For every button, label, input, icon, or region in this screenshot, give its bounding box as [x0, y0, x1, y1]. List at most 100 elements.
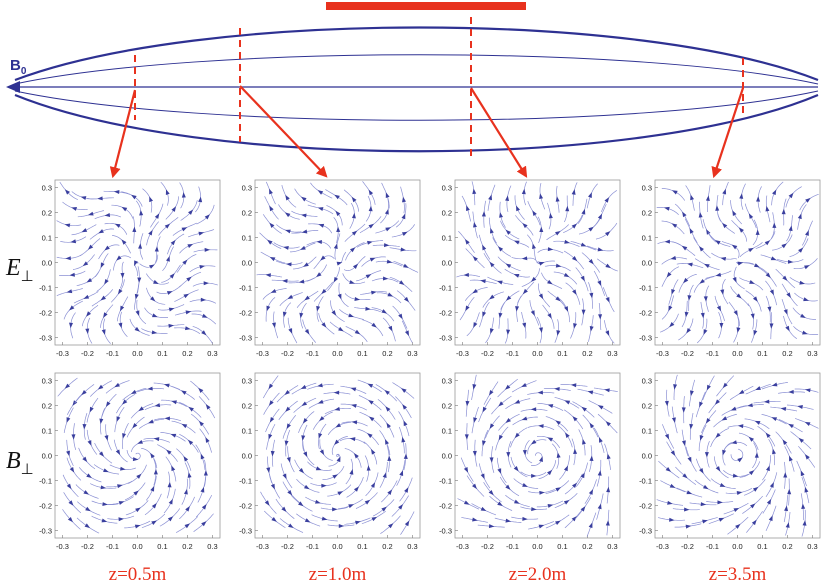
streamline [466, 312, 480, 337]
streamline [785, 186, 802, 208]
stream-arrow [148, 229, 153, 236]
stream-arrow [547, 437, 554, 442]
stream-arrow [114, 382, 120, 388]
stream-arrow [588, 192, 592, 199]
x-tick-label: 0.1 [557, 349, 567, 358]
stream-arrow [198, 420, 204, 427]
stream-arrow [496, 280, 503, 285]
stream-arrow [687, 262, 693, 267]
streamline [197, 476, 206, 503]
stream-arrow [368, 416, 375, 422]
stream-arrow [367, 240, 373, 245]
stream-arrow [334, 406, 341, 411]
stream-arrow [765, 272, 771, 278]
stream-arrow [353, 486, 359, 492]
x-tick-label: -0.1 [306, 349, 319, 358]
stream-arrow [504, 384, 511, 390]
stream-arrow [331, 310, 337, 316]
y-tick-label: 0.2 [442, 402, 452, 411]
stream-arrow [368, 223, 375, 229]
x-tick-label: 0.2 [382, 542, 392, 551]
stream-arrow [66, 450, 70, 457]
stream-arrow [131, 194, 137, 200]
streamline [86, 397, 99, 423]
streamline [125, 500, 149, 516]
stream-arrow [684, 311, 689, 318]
x-tick-label: 0.0 [332, 349, 342, 358]
streamline [799, 193, 819, 211]
y-tick-label: -0.2 [639, 502, 652, 511]
streamline [492, 237, 512, 257]
stream-plot: -0.3 -0.3 -0.2 -0.2 -0.1 -0.1 0.0 0.0 0.1 0.1 0.2 0… [39, 372, 221, 551]
stream-arrow [403, 296, 409, 303]
stream-arrow [302, 418, 308, 424]
stream-arrow [64, 223, 71, 228]
streamline [298, 411, 315, 434]
stream-arrow [203, 470, 208, 476]
stream-arrow [205, 404, 211, 410]
x-tick-label: 0.0 [732, 349, 742, 358]
stream-arrow [180, 390, 187, 395]
stream-arrow [686, 490, 693, 495]
stream-arrow [605, 520, 610, 526]
x-tick-label: -0.1 [706, 349, 719, 358]
stream-arrow [738, 389, 745, 395]
stream-arrow [539, 456, 543, 462]
stream-arrow [348, 504, 354, 509]
streamline [505, 494, 530, 507]
stream-arrow [170, 433, 177, 438]
stream-arrow [115, 449, 121, 456]
stream-arrow [269, 417, 275, 423]
stream-arrow [122, 399, 128, 405]
stream-arrow [772, 222, 777, 228]
stream-arrow [769, 323, 774, 329]
stream-arrow [333, 390, 340, 395]
x-tick-label: 0.2 [782, 542, 792, 551]
streamline [391, 224, 415, 238]
x-tick-label: 0.1 [157, 349, 167, 358]
stream-arrow [381, 506, 387, 512]
streamline [281, 185, 297, 208]
stream-arrow [489, 423, 495, 429]
stream-arrow [597, 503, 602, 510]
stream-arrow [783, 309, 788, 315]
stream-arrow [570, 383, 577, 388]
x-tick-label: 0.3 [807, 349, 817, 358]
y-tick-label: 0.1 [442, 427, 452, 436]
streamline [721, 240, 740, 259]
stream-arrow [556, 330, 561, 336]
stream-arrow [333, 243, 338, 250]
stream-arrow [137, 277, 142, 283]
x-tick-label: 0.3 [607, 542, 617, 551]
y-tick-label: -0.1 [639, 284, 652, 293]
stream-arrow [771, 417, 778, 422]
stream-arrow [772, 189, 777, 196]
stream-arrow [732, 276, 737, 283]
stream-arrow [799, 280, 806, 285]
stream-arrow [381, 309, 388, 314]
stream-arrow [755, 386, 761, 390]
stream-arrow [681, 440, 686, 447]
stream-arrow [547, 469, 553, 476]
streamline [661, 266, 680, 287]
stream-arrow [114, 223, 121, 228]
stream-arrow [336, 261, 343, 266]
stream-arrow [319, 416, 325, 422]
stream-arrow [385, 192, 390, 198]
stream-arrow [66, 289, 73, 294]
x-tick-label: 0.2 [782, 349, 792, 358]
stream-arrow [268, 433, 273, 440]
stream-arrow [303, 262, 309, 267]
streamline [579, 218, 601, 235]
streamline [72, 254, 95, 270]
stream-plot: -0.3 -0.3 -0.2 -0.2 -0.1 -0.1 0.0 0.0 0.1 0.1 0.2 0… [639, 372, 821, 551]
stream-arrow [404, 487, 409, 493]
stream-arrow [116, 416, 121, 423]
stream-arrow [64, 383, 71, 389]
stream-arrow [370, 482, 376, 488]
stream-arrow [482, 440, 486, 447]
stream-arrow [317, 207, 324, 212]
streamline [342, 273, 366, 284]
streamline [310, 182, 333, 199]
stream-arrow [802, 330, 808, 335]
